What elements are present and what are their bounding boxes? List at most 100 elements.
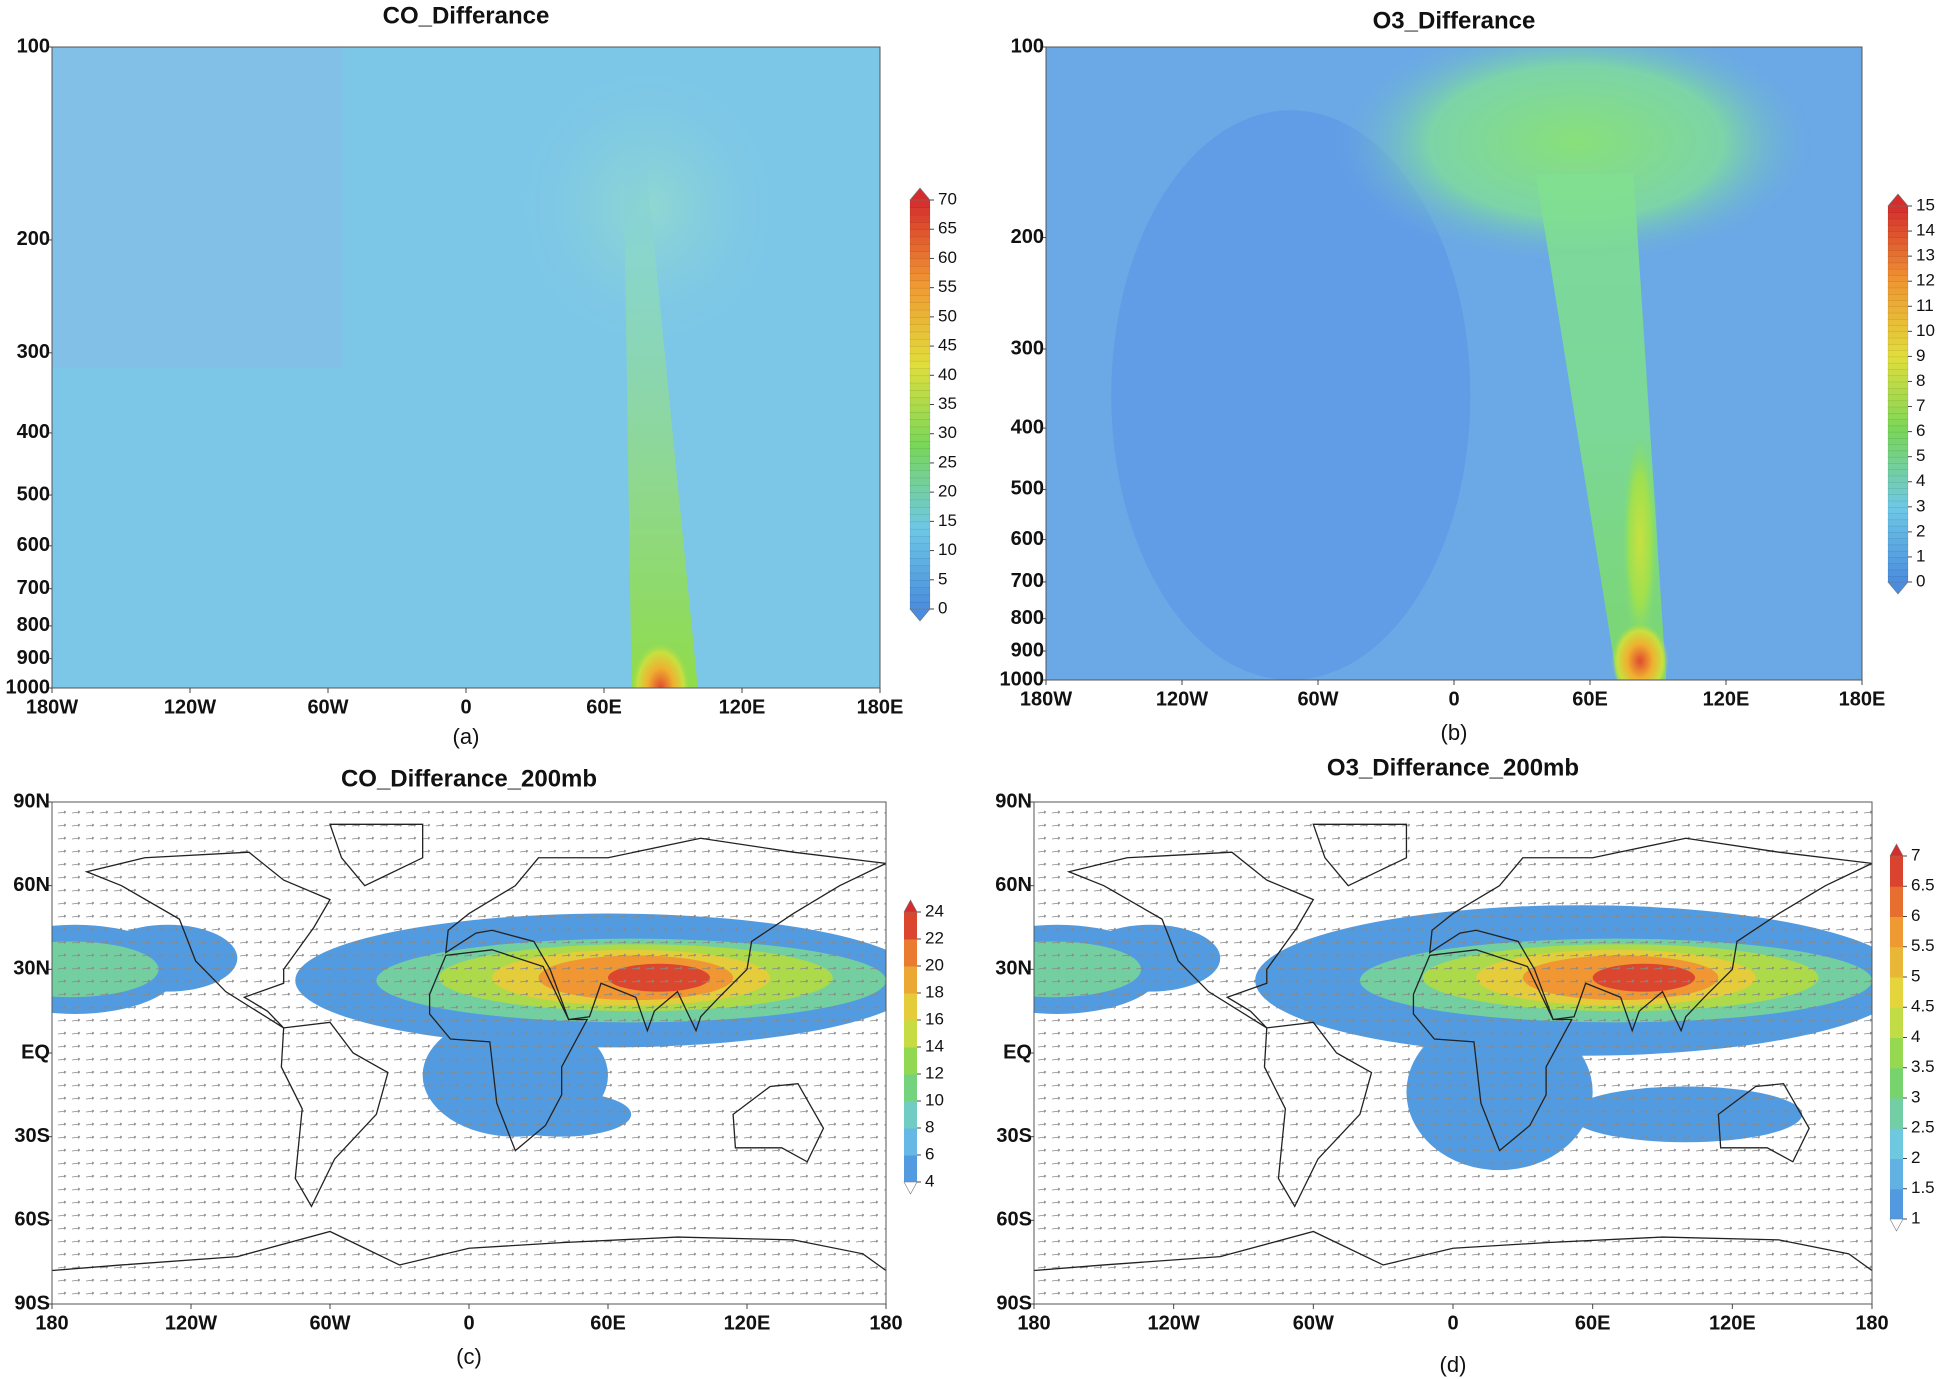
colorbar-band [1887, 224, 1909, 232]
panel-caption: (b) [1441, 720, 1468, 745]
wind-vectors [52, 802, 886, 1304]
x-tick-label: 180 [1855, 1312, 1888, 1334]
colorbar-band [1887, 519, 1909, 527]
colorbar-band [909, 323, 931, 333]
y-tick-label: 90N [995, 790, 1032, 812]
colorbar-label: 14 [1916, 221, 1935, 240]
colorbar-band [909, 462, 931, 471]
colorbar-band [909, 236, 931, 245]
y-tick-label: 200 [1011, 226, 1044, 248]
colorbar-band [1887, 400, 1909, 408]
colorbar-band [1887, 287, 1909, 295]
colorbar-band [909, 389, 931, 398]
y-tick-label: 30N [13, 958, 50, 980]
colorbar-band [1887, 205, 1909, 214]
colorbar-band [1887, 230, 1909, 239]
colorbar-band [1887, 331, 1909, 339]
colorbar-label: 3 [1911, 1087, 1920, 1106]
colorbar-band [909, 506, 931, 515]
colorbar-band [909, 309, 931, 318]
x-tick-label: 120E [1703, 688, 1750, 710]
colorbar-band [909, 418, 931, 428]
x-tick-label: 60E [590, 1312, 626, 1334]
colorbar-band [1890, 946, 1903, 978]
colorbar-band [909, 207, 931, 216]
colorbar-label: 40 [938, 365, 957, 384]
coastline [1034, 1230, 1872, 1272]
colorbar-label: 1 [1916, 546, 1925, 565]
colorbar-label: 70 [938, 189, 957, 208]
coastline [732, 1082, 825, 1163]
colorbar-label: 14 [925, 1036, 944, 1055]
colorbar-band [1890, 1098, 1903, 1129]
coastline [1312, 823, 1408, 887]
colorbar-band [904, 912, 917, 940]
colorbar-label: 13 [1916, 246, 1935, 265]
colorbar-band [1890, 1158, 1903, 1190]
coastline [428, 949, 589, 1152]
colorbar-band [1887, 437, 1909, 445]
colorbar-label: 6 [925, 1144, 934, 1163]
colorbar-band [909, 199, 931, 209]
field [52, 802, 886, 1304]
colorbar-band [1887, 374, 1909, 383]
y-tick-label: 900 [17, 647, 50, 669]
colorbar-band [1887, 312, 1909, 320]
y-tick-label: 60S [996, 1209, 1032, 1231]
colorbar-label: 0 [1916, 571, 1925, 590]
colorbar-band [1887, 456, 1909, 464]
panel: CO_Differance (a) 180W 120W 60W 0 60E 120E 180E 1… [6, 2, 957, 748]
plume [623, 143, 698, 688]
colorbar-label: 10 [938, 540, 957, 559]
x-tick-label: 120W [164, 696, 216, 718]
colorbar-band [1887, 494, 1909, 502]
colorbar-band [1887, 381, 1909, 389]
colorbar-band [1887, 324, 1909, 333]
y-tick-label: 90S [14, 1292, 50, 1314]
contour-region [1331, 47, 1822, 269]
x-tick-label: 120E [719, 696, 766, 718]
colorbar-band [909, 331, 931, 340]
background-field [1111, 110, 1471, 680]
colorbar-band [1887, 306, 1909, 314]
colorbar-band [909, 543, 931, 552]
colorbar-band [1887, 462, 1909, 470]
colorbar-label: 24 [925, 901, 944, 920]
colorbar-label: 50 [938, 306, 957, 325]
colorbar-label: 11 [1916, 296, 1934, 315]
x-tick-label: 60W [1293, 1312, 1334, 1334]
colorbar-label: 1 [1911, 1208, 1920, 1227]
colorbar-extend [903, 899, 918, 913]
colorbar-band [909, 579, 931, 588]
coastline [84, 851, 331, 1029]
colorbar-extend [1889, 843, 1904, 857]
x-tick-label: 60E [1572, 688, 1608, 710]
colorbar-band [909, 572, 931, 581]
colorbar-band [1887, 569, 1909, 577]
colorbar-band [1890, 886, 1903, 917]
colorbar-band [904, 1101, 917, 1129]
x-tick-label: 60E [1575, 1312, 1611, 1334]
colorbar-label: 3 [1916, 496, 1925, 515]
coastline [52, 1230, 886, 1272]
colorbar-band [909, 265, 931, 274]
panel: O3_Differance_200mb (d) 180 120W 60W 0 60E 120E… [995, 754, 1934, 1376]
colorbar-label: 12 [925, 1063, 944, 1082]
coastline [1412, 949, 1573, 1152]
colorbar-band [909, 594, 931, 603]
colorbar-band [909, 586, 931, 596]
y-tick-label: EQ [21, 1041, 50, 1063]
colorbar-band [909, 491, 931, 501]
colorbar-band [909, 345, 931, 355]
colorbar-band [1887, 550, 1909, 558]
colorbar-band [909, 513, 931, 523]
y-tick-label: 800 [1011, 607, 1044, 629]
colorbar-band [909, 258, 931, 267]
x-tick-label: 0 [460, 696, 471, 718]
colorbar-label: 5 [1916, 446, 1925, 465]
x-tick-label: 180 [1017, 1312, 1050, 1334]
x-tick-label: 120W [1148, 1312, 1200, 1334]
panel-title: O3_Differance [1373, 7, 1536, 34]
colorbar-band [1887, 412, 1909, 420]
colorbar-extend [1887, 193, 1909, 207]
